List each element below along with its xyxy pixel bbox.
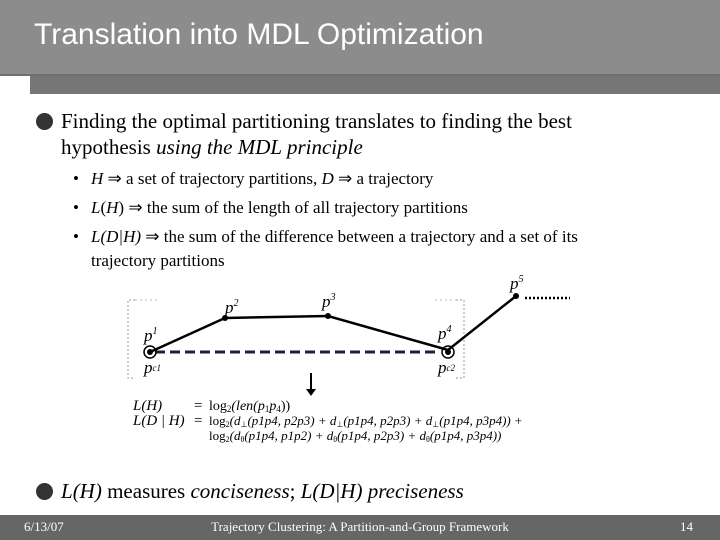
sub-bullet-mark: • (73, 198, 79, 217)
bullet-dot (36, 483, 53, 500)
sub-bullet-mark: • (73, 227, 79, 246)
bullet-1-line-2-plain: hypothesis (61, 135, 157, 159)
down-arrow-head (306, 389, 316, 396)
label-p5: p5 (509, 274, 524, 293)
formula-eq-2: = (194, 413, 202, 429)
point-p2 (222, 315, 228, 321)
label-pc1: pc1 (143, 358, 161, 377)
footer-page-number: 14 (680, 519, 693, 534)
sub-bullet-mark: • (73, 169, 79, 188)
title-bar (0, 0, 720, 76)
point-p3 (325, 313, 331, 319)
point-p1-ring (143, 345, 157, 359)
bullet-1-line-1: Finding the optimal partitioning transla… (61, 109, 572, 133)
label-p1: p1 (143, 326, 158, 345)
formula-line-2: log2(d⊥(p1p4, p2p3) + d⊥(p1p4, p2p3) + d… (209, 413, 522, 429)
point-p5 (513, 293, 519, 299)
label-p3: p3 (321, 292, 336, 311)
formula-ldh-label: L(D | H) (132, 413, 185, 429)
bullet-1-line-2-italic: using the MDL principle (156, 135, 363, 159)
trajectory-line (149, 295, 517, 354)
footer-bar (0, 515, 720, 540)
formula-line-3: log2(dθ(p1p4, p1p2) + dθ(p1p4, p2p3) + d… (209, 428, 501, 444)
bullet-1: Finding the optimal partitioning transla… (61, 108, 701, 160)
title-divider-bar (30, 76, 720, 94)
trajectory-diagram: p1 p2 p3 p4 p5 pc1 pc2 L(H) L(D | H) = =… (127, 274, 570, 444)
footer-title: Trajectory Clustering: A Partition-and-G… (211, 519, 509, 534)
point-p4-ring (441, 345, 455, 359)
label-pc2: pc2 (437, 358, 455, 377)
formula-lh-label: L(H) (132, 398, 162, 414)
bracket-right (456, 299, 465, 379)
footer-date: 6/13/07 (24, 519, 64, 534)
formula-eq-1: = (194, 398, 202, 414)
bracket-left (127, 299, 135, 379)
slide-title: Translation into MDL Optimization (34, 18, 484, 51)
label-p4: p4 (437, 324, 452, 343)
bullet-1-line-2: hypothesis using the MDL principle (61, 134, 701, 160)
point-p4 (445, 349, 451, 355)
bullet-dot (36, 113, 53, 130)
point-p1 (147, 349, 153, 355)
formula-line-1: log2(len(p1p4)) (209, 399, 290, 414)
label-p2: p2 (224, 298, 239, 317)
bullet-2: L(H) measures conciseness; L(D|H) precis… (61, 479, 464, 503)
